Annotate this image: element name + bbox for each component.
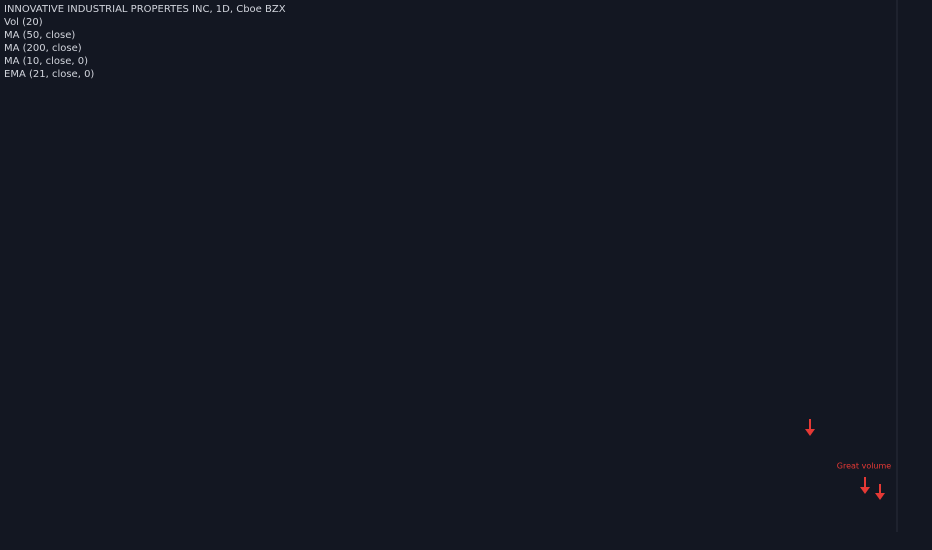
chart-title: INNOVATIVE INDUSTRIAL PROPERTES INC, 1D,… — [4, 4, 286, 15]
legend-entry: MA (200, close) — [4, 43, 82, 54]
annotation: Great volume — [837, 462, 892, 471]
arrows — [805, 419, 885, 500]
legend-entry: MA (50, close) — [4, 30, 75, 41]
price-axis — [897, 0, 932, 550]
arrow-head — [860, 487, 870, 494]
arrow-head — [875, 493, 885, 500]
legend-entry: Vol (20) — [4, 17, 43, 28]
legend-entry: EMA (21, close, 0) — [4, 69, 94, 80]
arrow-head — [805, 429, 815, 436]
legend-entry: MA (10, close, 0) — [4, 56, 88, 67]
